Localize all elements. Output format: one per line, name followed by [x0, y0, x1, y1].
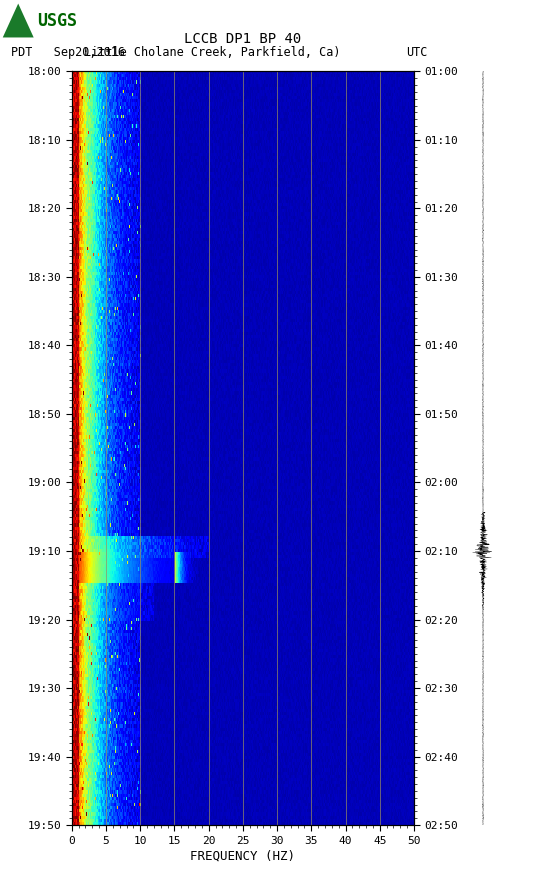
- X-axis label: FREQUENCY (HZ): FREQUENCY (HZ): [190, 850, 295, 863]
- Text: LCCB DP1 BP 40: LCCB DP1 BP 40: [184, 32, 301, 46]
- Text: UTC: UTC: [406, 46, 427, 60]
- Polygon shape: [3, 4, 34, 37]
- Text: Little Cholane Creek, Parkfield, Ca): Little Cholane Creek, Parkfield, Ca): [84, 46, 341, 60]
- Text: USGS: USGS: [37, 12, 77, 29]
- Text: PDT   Sep20,2016: PDT Sep20,2016: [11, 46, 125, 60]
